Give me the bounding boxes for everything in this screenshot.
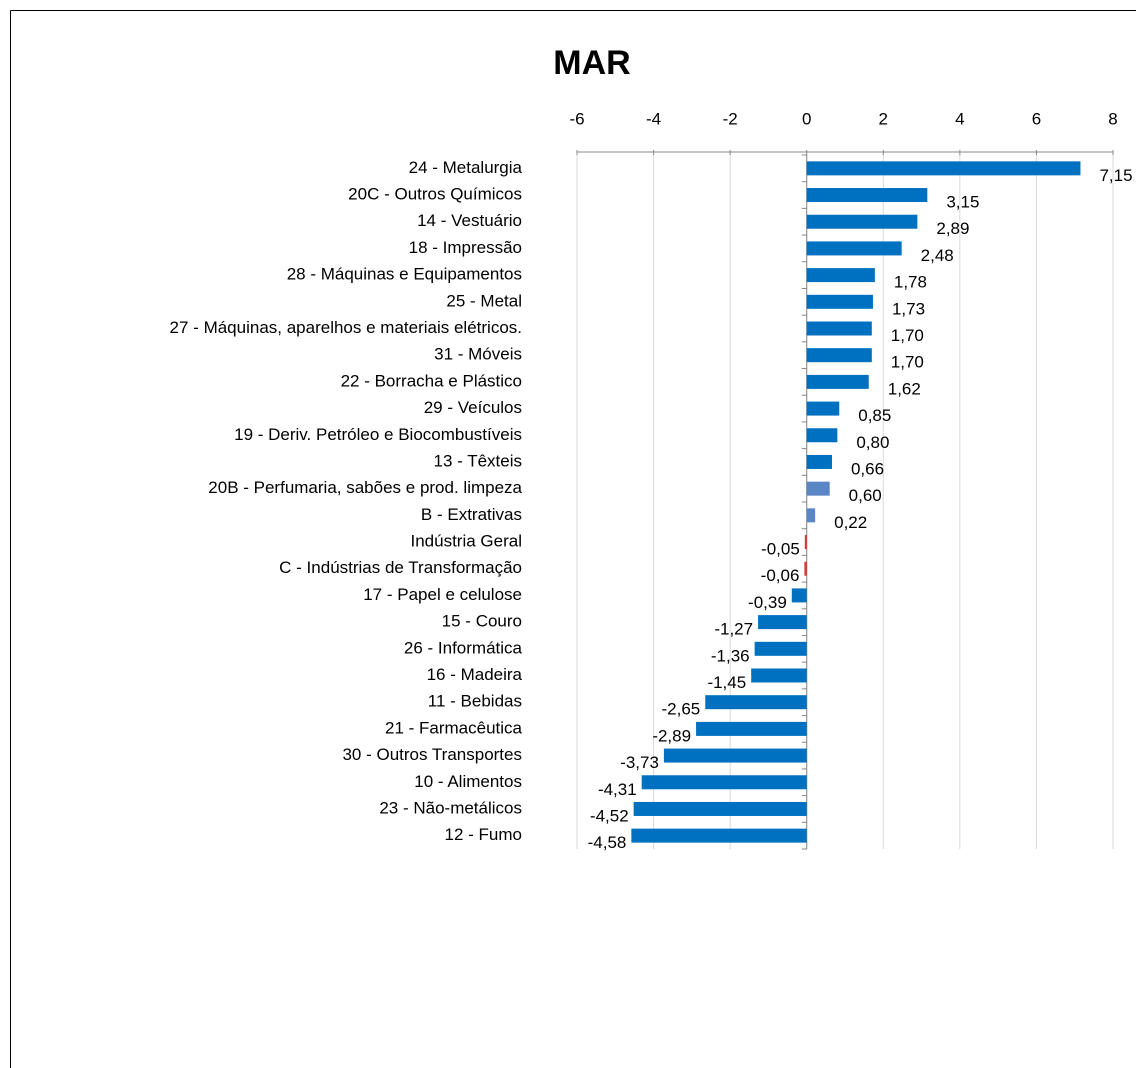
category-label: 12 - Fumo: [445, 825, 522, 844]
category-label: 23 - Não-metálicos: [379, 798, 522, 817]
category-label: 22 - Borracha e Plástico: [341, 371, 522, 390]
bar: [696, 721, 807, 736]
category-label: 26 - Informática: [404, 638, 523, 657]
bar: [806, 321, 872, 336]
data-label: -0,05: [761, 540, 800, 559]
data-label: -1,45: [707, 673, 746, 692]
data-label: -4,58: [588, 833, 627, 852]
category-label: 16 - Madeira: [427, 665, 523, 684]
bar: [806, 294, 873, 309]
data-label: -2,89: [652, 726, 691, 745]
bar: [791, 588, 807, 603]
x-tick-label: -6: [569, 109, 584, 128]
category-label: 28 - Máquinas e Equipamentos: [287, 265, 522, 284]
x-tick-label: 8: [1108, 109, 1117, 128]
data-label: 1,70: [891, 353, 924, 372]
bar: [806, 268, 875, 283]
category-label: 15 - Couro: [442, 612, 522, 631]
data-label: -0,06: [761, 566, 800, 585]
data-label: 2,89: [936, 219, 969, 238]
bar: [631, 828, 807, 843]
data-label: -0,39: [748, 593, 787, 612]
data-label: -4,52: [590, 806, 629, 825]
data-label: -1,27: [714, 620, 753, 639]
data-label: -3,73: [620, 753, 659, 772]
bar: [751, 668, 807, 683]
x-tick-label: 0: [802, 109, 811, 128]
bar: [806, 401, 840, 416]
x-tick-label: -2: [723, 109, 738, 128]
data-label: 0,66: [851, 459, 884, 478]
data-label: 3,15: [946, 193, 979, 212]
data-label: 2,48: [921, 246, 954, 265]
category-label: 31 - Móveis: [434, 345, 522, 364]
category-label: 14 - Vestuário: [417, 211, 522, 230]
data-label: 1,78: [894, 273, 927, 292]
category-label: 30 - Outros Transportes: [342, 745, 522, 764]
category-label: 27 - Máquinas, aparelhos e materiais elé…: [170, 318, 522, 337]
bar: [804, 561, 807, 576]
category-label: 25 - Metal: [446, 291, 522, 310]
bar: [806, 508, 816, 523]
x-tick-label: -4: [646, 109, 661, 128]
data-label: 1,62: [888, 379, 921, 398]
bar: [806, 214, 918, 229]
x-tick-label: 2: [879, 109, 888, 128]
bar: [633, 801, 807, 816]
bar: [754, 641, 807, 656]
bar: [705, 695, 807, 710]
data-label: 0,80: [856, 433, 889, 452]
category-label: 21 - Farmacêutica: [385, 718, 523, 737]
data-label: -4,31: [598, 780, 637, 799]
category-label: 29 - Veículos: [424, 398, 522, 417]
category-label: Indústria Geral: [411, 532, 523, 551]
data-label: 0,60: [849, 486, 882, 505]
category-label: 13 - Têxteis: [433, 451, 522, 470]
category-label: 24 - Metalurgia: [409, 158, 523, 177]
bar: [806, 161, 1081, 176]
bar: [806, 348, 872, 363]
bar: [663, 748, 807, 763]
bar: [806, 481, 830, 496]
bar: [806, 241, 902, 256]
bar: [806, 188, 928, 203]
data-label: 0,22: [834, 513, 867, 532]
category-label: 19 - Deriv. Petróleo e Biocombustíveis: [234, 425, 522, 444]
data-label: -1,36: [711, 646, 750, 665]
category-label: 20B - Perfumaria, sabões e prod. limpeza: [208, 478, 522, 497]
data-label: 7,15: [1099, 166, 1132, 185]
category-label: 11 - Bebidas: [428, 692, 522, 711]
data-label: 0,85: [858, 406, 891, 425]
bar: [804, 535, 807, 550]
data-label: -2,65: [662, 700, 701, 719]
category-label: C - Indústrias de Transformação: [279, 558, 522, 577]
bar: [758, 615, 807, 630]
bar: [806, 374, 869, 389]
category-label: 18 - Impressão: [409, 238, 522, 257]
x-tick-label: 4: [955, 109, 964, 128]
category-label: 20C - Outros Químicos: [348, 185, 522, 204]
category-label: 17 - Papel e celulose: [363, 585, 522, 604]
bar: [806, 454, 832, 469]
bar: [641, 775, 807, 790]
chart-title: MAR: [553, 44, 630, 82]
data-label: 1,73: [892, 299, 925, 318]
x-tick-label: 6: [1032, 109, 1041, 128]
category-label: 10 - Alimentos: [414, 772, 522, 791]
category-label: B - Extrativas: [421, 505, 522, 524]
bar: [806, 428, 838, 443]
data-label: 1,70: [891, 326, 924, 345]
